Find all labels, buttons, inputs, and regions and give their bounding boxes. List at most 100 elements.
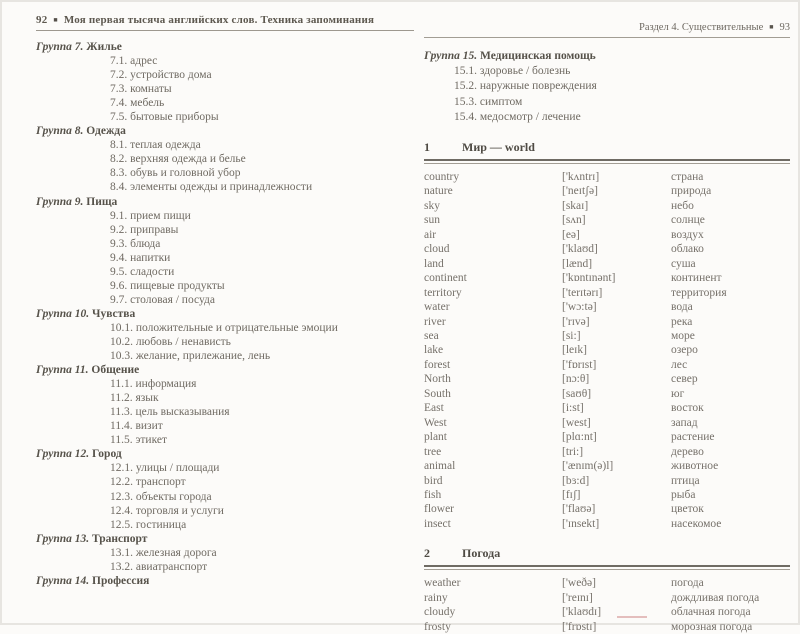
toc-item: 7.3. комнаты: [110, 83, 172, 96]
toc-group-name: Чувства: [92, 307, 136, 320]
toc-item: 15.3. симптом: [454, 95, 523, 108]
vocab-russian-translation: природа: [671, 185, 712, 198]
toc-group-name: Медицинская помощь: [480, 50, 596, 62]
vocab-row: fish [fɪʃ] рыба: [424, 488, 790, 502]
toc-item: 7.5. бытовые приборы: [110, 111, 219, 124]
vocab-russian-translation: погода: [671, 577, 704, 590]
vocab-english-word: sea: [424, 330, 439, 342]
vocab-russian-translation: юг: [671, 387, 685, 400]
toc-group-heading: Группа 9. Пища: [36, 195, 414, 209]
toc-group-number: Группа 11.: [36, 364, 92, 377]
vocab-english-word: sky: [424, 199, 440, 212]
vocab-row: cloud ['klaʊd] облако: [424, 242, 790, 256]
vocab-russian-translation: животное: [671, 460, 719, 473]
toc-item: 13.1. железная дорога: [110, 546, 217, 559]
vocab-russian-translation: страна: [671, 171, 704, 184]
vocab-transcription: [bɜ:d]: [562, 474, 590, 487]
vocab-english-word: sun: [424, 214, 440, 227]
toc-group-name: Город: [92, 448, 122, 461]
vocab-russian-translation: континент: [671, 272, 722, 285]
toc-group-name: Общение: [91, 364, 140, 377]
vocab-transcription: ['reɪnɪ]: [562, 591, 593, 604]
vocab-row: flower ['flaʊə] цветок: [424, 502, 790, 516]
vocab-transcription: ['fɒrɪst]: [562, 358, 597, 371]
vocab-section: 1 Мир — world country ['kʌntrɪ] страна nature…: [424, 140, 790, 531]
toc-group-number: Группа 12.: [36, 448, 92, 461]
toc-item: 12.3. объекты города: [110, 490, 212, 503]
vocab-row: North [nɔ:θ] север: [424, 372, 790, 386]
vocab-transcription: [plɑ:nt]: [562, 431, 597, 444]
vocab-russian-translation: птица: [671, 474, 700, 487]
vocab-transcription: [fɪʃ]: [562, 488, 581, 501]
vocab-russian-translation: восток: [671, 402, 704, 415]
vocab-transcription: [nɔ:θ]: [562, 373, 590, 386]
toc-group-heading: Группа 8. Одежда: [36, 124, 414, 138]
toc-item: 15.2. наружные повреждения: [454, 80, 597, 93]
toc-item: 8.2. верхняя одежда и белье: [110, 153, 246, 166]
vocab-transcription: ['weðə]: [562, 577, 596, 590]
vocab-transcription: ['rɪvə]: [562, 315, 590, 328]
vocab-transcription: ['kʌntrɪ]: [562, 171, 600, 184]
vocab-russian-translation: растение: [671, 431, 715, 444]
toc-group-heading: Группа 15. Медицинская помощь: [424, 49, 790, 64]
left-page: 92 ■ Моя первая тысяча английских слов. …: [36, 14, 414, 588]
vocab-row: bird [bɜ:d] птица: [424, 474, 790, 488]
toc-group-number: Группа 8.: [36, 125, 87, 138]
vocab-transcription: ['terɪtərɪ]: [562, 286, 603, 299]
vocab-row: sky [skaɪ] небо: [424, 199, 790, 213]
toc-item: 10.3. желание, прилежание, лень: [110, 350, 271, 363]
vocab-section-rule: [424, 159, 790, 165]
vocab-russian-translation: облачная погода: [671, 606, 751, 619]
vocab-row: frosty ['frɒstɪ] морозная погода: [424, 620, 790, 634]
toc-item: 7.1. адрес: [110, 55, 158, 68]
toc-item: 10.2. любовь / ненависть: [110, 335, 231, 348]
left-page-number: 92: [36, 14, 48, 26]
vocab-transcription: ['kɒntɪnənt]: [562, 272, 616, 285]
vocab-russian-translation: дождливая погода: [671, 591, 760, 604]
vocab-row: nature ['neɪtʃə] природа: [424, 184, 790, 198]
vocab-english-word: territory: [424, 286, 462, 299]
toc-item: 9.2. приправы: [110, 223, 179, 236]
vocab-row: sun [sʌn] солнце: [424, 213, 790, 227]
toc-item: 13.2. авиатранспорт: [110, 560, 208, 573]
left-toc: Группа 7. Жилье 7.1. адрес 7.2. устройство…: [36, 40, 414, 588]
vocab-english-word: lake: [424, 344, 444, 357]
vocab-row: river ['rɪvə] река: [424, 315, 790, 329]
vocab-english-word: flower: [424, 503, 455, 516]
vocab-transcription: [skaɪ]: [562, 199, 589, 212]
chapter-title: Раздел 4. Существительные: [639, 22, 764, 33]
vocab-row: insect ['ɪnsekt] насекомое: [424, 517, 790, 531]
vocab-row: forest ['fɒrɪst] лес: [424, 358, 790, 372]
vocab-transcription: ['wɔ:tə]: [562, 301, 597, 314]
vocab-english-word: West: [424, 416, 447, 429]
toc-item: 11.2. язык: [110, 392, 159, 405]
vocab-english-word: South: [424, 387, 451, 400]
vocab-row: tree [tri:] дерево: [424, 445, 790, 459]
toc-item: 9.1. прием пищи: [110, 209, 191, 222]
left-header-rule: [36, 30, 414, 31]
vocab-russian-translation: морозная погода: [671, 620, 753, 633]
vocab-russian-translation: лес: [671, 358, 688, 371]
vocab-english-word: cloudy: [424, 606, 456, 619]
vocab-english-word: East: [424, 402, 444, 415]
toc-group-number: Группа 15.: [424, 50, 480, 62]
vocab-russian-translation: небо: [671, 199, 694, 212]
vocab-russian-translation: солнце: [671, 214, 705, 227]
vocab-section-title: Погода: [462, 546, 501, 561]
vocab-row: East [i:st] восток: [424, 401, 790, 415]
vocab-section-header: 2 Погода: [424, 546, 790, 561]
square-bullet-icon: ■: [769, 23, 774, 31]
toc-group-name: Одежда: [86, 125, 126, 138]
vocab-english-word: insect: [424, 517, 451, 530]
vocab-transcription: ['ænɪm(ə)l]: [562, 460, 614, 473]
vocab-english-word: animal: [424, 460, 456, 473]
vocab-row: air [eə] воздух: [424, 228, 790, 242]
vocab-english-word: land: [424, 257, 444, 270]
vocab-english-word: plant: [424, 431, 447, 444]
vocab-english-word: bird: [424, 474, 443, 487]
vocab-russian-translation: река: [671, 315, 693, 328]
vocab-english-word: rainy: [424, 591, 448, 604]
vocab-russian-translation: рыба: [671, 488, 696, 501]
vocab-row: cloudy ['klaʊdɪ] облачная погода: [424, 605, 790, 619]
toc-item: 11.1. информация: [110, 378, 197, 391]
